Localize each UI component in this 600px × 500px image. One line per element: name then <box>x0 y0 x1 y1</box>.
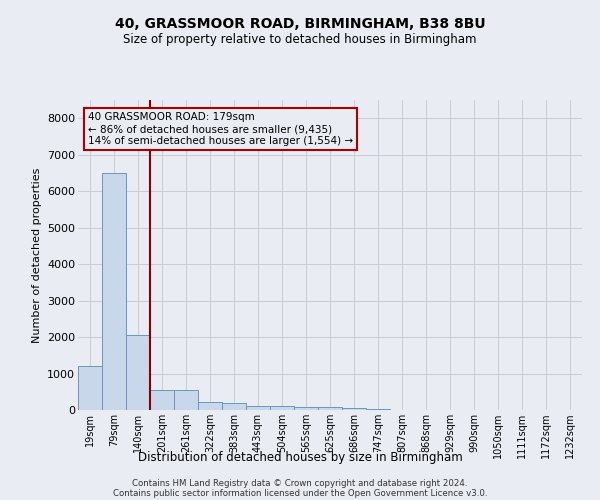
Bar <box>102 173 126 410</box>
Y-axis label: Number of detached properties: Number of detached properties <box>32 168 41 342</box>
Bar <box>342 408 366 410</box>
Bar <box>246 406 270 410</box>
Text: 40 GRASSMOOR ROAD: 179sqm
← 86% of detached houses are smaller (9,435)
14% of se: 40 GRASSMOOR ROAD: 179sqm ← 86% of detac… <box>88 112 353 146</box>
Text: Distribution of detached houses by size in Birmingham: Distribution of detached houses by size … <box>137 451 463 464</box>
Bar <box>126 335 150 410</box>
Text: Contains HM Land Registry data © Crown copyright and database right 2024.: Contains HM Land Registry data © Crown c… <box>132 480 468 488</box>
Bar <box>318 408 342 410</box>
Bar <box>78 366 102 410</box>
Bar <box>222 402 246 410</box>
Bar <box>294 408 318 410</box>
Text: Contains public sector information licensed under the Open Government Licence v3: Contains public sector information licen… <box>113 490 487 498</box>
Text: Size of property relative to detached houses in Birmingham: Size of property relative to detached ho… <box>123 32 477 46</box>
Bar <box>198 402 222 410</box>
Text: 40, GRASSMOOR ROAD, BIRMINGHAM, B38 8BU: 40, GRASSMOOR ROAD, BIRMINGHAM, B38 8BU <box>115 18 485 32</box>
Bar <box>174 390 198 410</box>
Bar <box>150 390 174 410</box>
Bar <box>270 406 294 410</box>
